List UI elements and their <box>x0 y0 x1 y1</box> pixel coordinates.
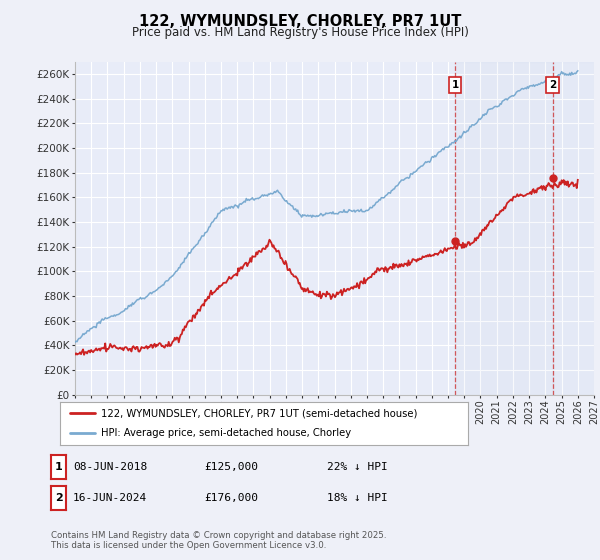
Text: Price paid vs. HM Land Registry's House Price Index (HPI): Price paid vs. HM Land Registry's House … <box>131 26 469 39</box>
Bar <box>455 62 553 395</box>
Text: HPI: Average price, semi-detached house, Chorley: HPI: Average price, semi-detached house,… <box>101 428 351 438</box>
Text: 08-JUN-2018: 08-JUN-2018 <box>73 462 148 472</box>
Bar <box>553 62 594 395</box>
Text: 2: 2 <box>55 493 62 502</box>
Text: 18% ↓ HPI: 18% ↓ HPI <box>327 493 388 502</box>
Text: 1: 1 <box>55 462 62 472</box>
Text: 122, WYMUNDSLEY, CHORLEY, PR7 1UT (semi-detached house): 122, WYMUNDSLEY, CHORLEY, PR7 1UT (semi-… <box>101 408 417 418</box>
Text: £125,000: £125,000 <box>204 462 258 472</box>
Text: £176,000: £176,000 <box>204 493 258 502</box>
Text: Contains HM Land Registry data © Crown copyright and database right 2025.
This d: Contains HM Land Registry data © Crown c… <box>51 531 386 550</box>
Text: 2: 2 <box>549 80 556 90</box>
Text: 122, WYMUNDSLEY, CHORLEY, PR7 1UT: 122, WYMUNDSLEY, CHORLEY, PR7 1UT <box>139 14 461 29</box>
Text: 16-JUN-2024: 16-JUN-2024 <box>73 493 148 502</box>
Text: 1: 1 <box>452 80 459 90</box>
Text: 22% ↓ HPI: 22% ↓ HPI <box>327 462 388 472</box>
